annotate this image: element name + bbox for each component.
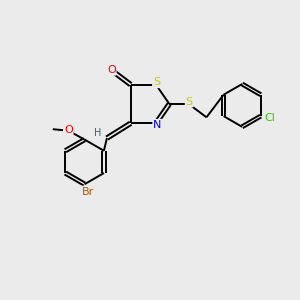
Text: N: N <box>153 120 162 130</box>
Text: Br: Br <box>82 187 94 196</box>
Text: S: S <box>153 77 160 87</box>
Text: Cl: Cl <box>264 112 275 123</box>
Text: O: O <box>107 65 116 75</box>
Text: O: O <box>64 125 73 135</box>
Text: S: S <box>186 97 193 106</box>
Text: H: H <box>94 128 102 138</box>
